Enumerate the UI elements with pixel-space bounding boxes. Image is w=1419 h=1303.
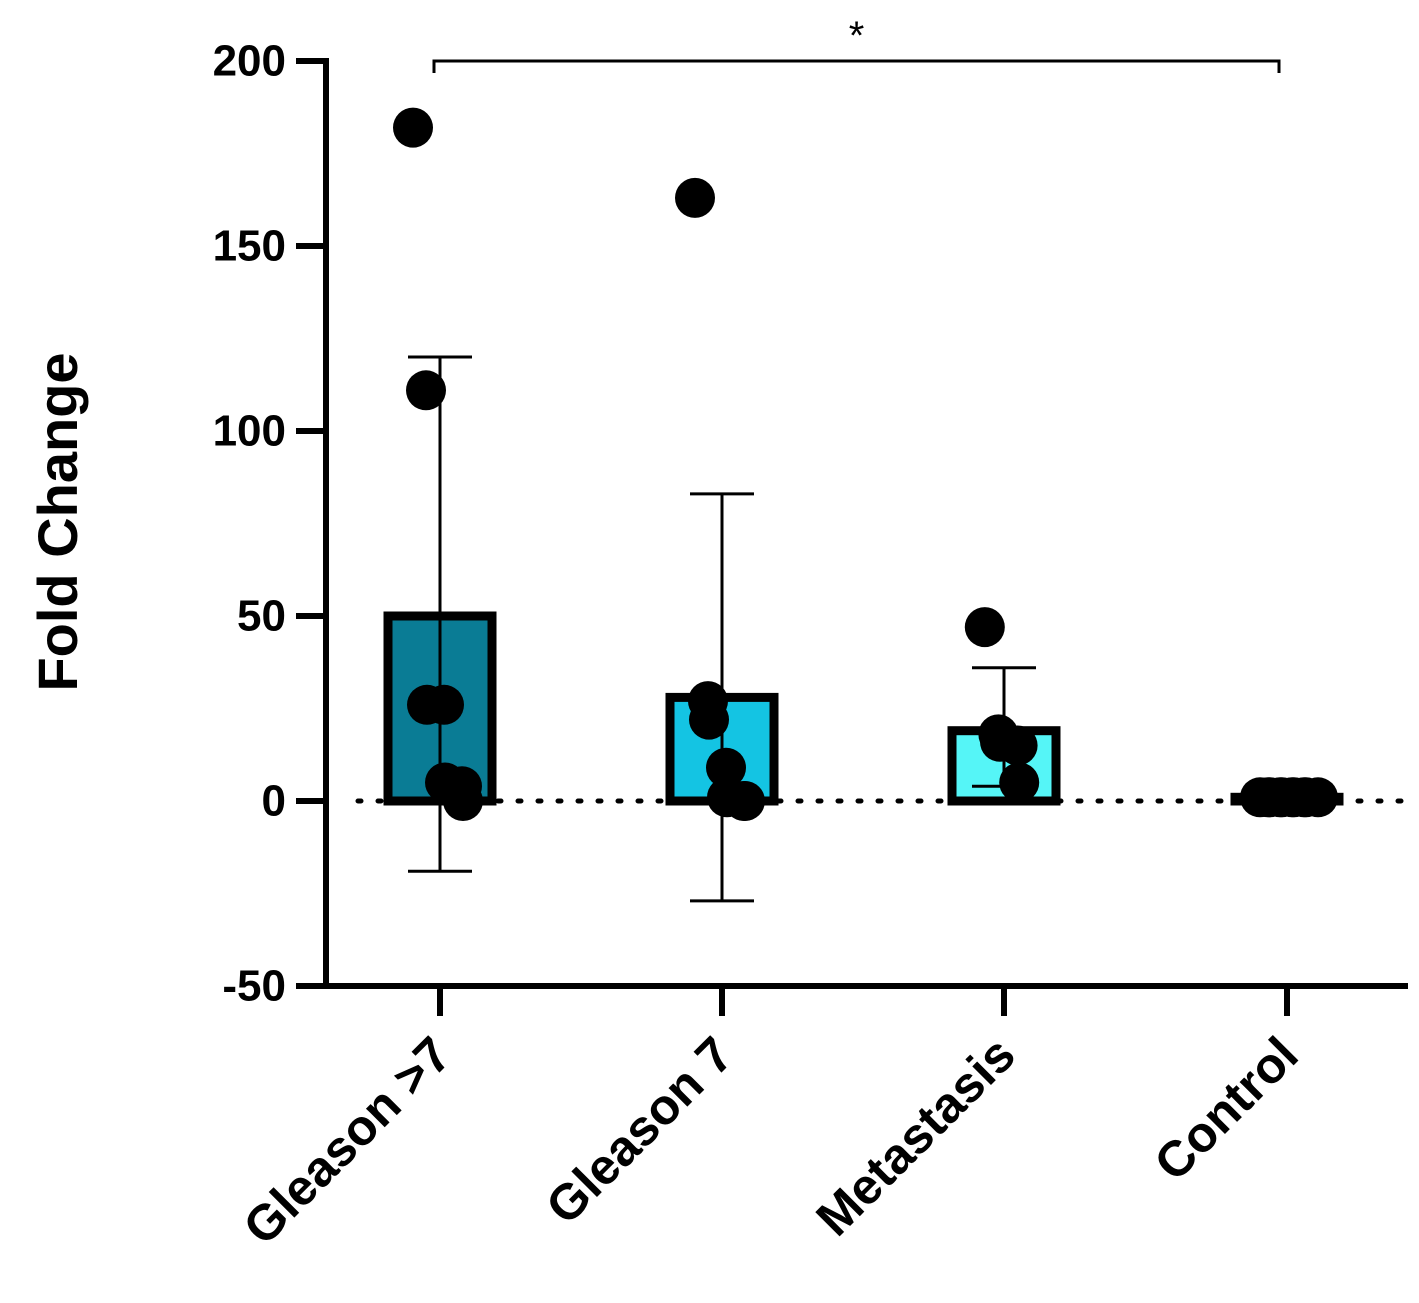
data-point — [406, 370, 446, 411]
y-tick-label: 150 — [213, 222, 286, 271]
data-point — [964, 607, 1005, 648]
data-point — [997, 725, 1038, 766]
data-point — [999, 762, 1040, 803]
y-tick-label: -50 — [222, 962, 286, 1011]
x-category-label: Metastasis — [805, 1026, 1025, 1246]
data-point — [706, 747, 746, 788]
significance-bracket — [432, 59, 1281, 73]
data-point — [424, 684, 464, 725]
y-tick-label: 200 — [213, 37, 286, 86]
y-tick-label: 100 — [213, 407, 286, 456]
axes — [296, 58, 1408, 1016]
data-point — [725, 781, 765, 821]
data-point — [689, 699, 729, 740]
y-tick-label: 0 — [262, 777, 286, 826]
labels: Fold Change -50 0 50 100 150 200 Gleason >7 Gle… — [26, 14, 1309, 1255]
data-point — [443, 781, 483, 821]
y-tick-label: 50 — [237, 592, 286, 641]
y-axis-title: Fold Change — [26, 352, 89, 691]
data-point — [675, 177, 715, 218]
significance-label: * — [849, 14, 865, 58]
data-point — [393, 107, 433, 148]
x-category-label: Control — [1144, 1026, 1309, 1191]
plot-area — [355, 59, 1408, 903]
data-point — [1298, 777, 1338, 818]
x-category-label: Gleason >7 — [233, 1026, 462, 1255]
x-category-label: Gleason 7 — [535, 1026, 744, 1235]
